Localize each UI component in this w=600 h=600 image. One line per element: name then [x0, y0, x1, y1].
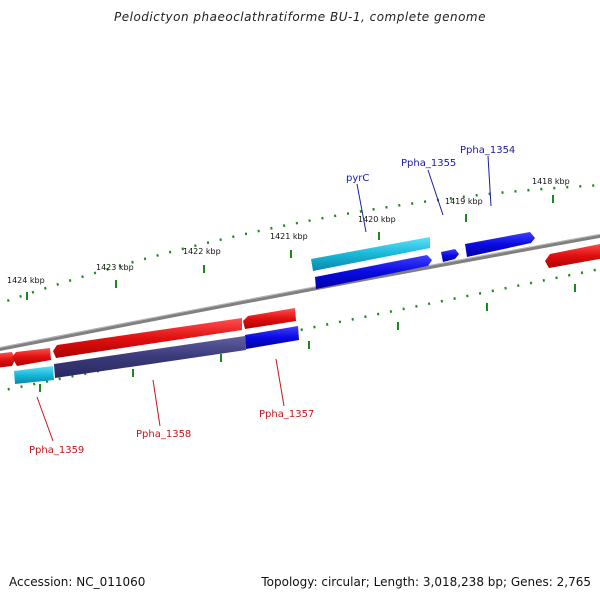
leader-pyrC: [356, 183, 367, 233]
gene-ppha-1359-rna[interactable]: [14, 366, 54, 384]
gene-ppha-1357-blue[interactable]: [245, 326, 299, 349]
genome-title: Pelodictyon phaeoclathratiforme BU-1, co…: [113, 10, 486, 24]
gene-left-edge-red[interactable]: [0, 352, 15, 368]
leader-ppha-1355: [427, 169, 444, 216]
kbp-label-1420: 1420 kbp: [358, 215, 396, 224]
label-pyrC: pyrC: [346, 173, 369, 184]
kbp-label-1424: 1424 kbp: [7, 276, 45, 285]
kbp-label-1422: 1422 kbp: [183, 247, 221, 256]
inner-major-ticks: [39, 284, 576, 392]
leader-ppha-1358: [152, 379, 161, 427]
label-ppha-1355: Ppha_1355: [401, 158, 456, 169]
gene-ppha-1354[interactable]: [465, 232, 535, 257]
label-ppha-1354: Ppha_1354: [460, 145, 515, 156]
leader-ppha-1359: [36, 396, 54, 442]
kbp-label-1423: 1423 kbp: [96, 263, 134, 272]
gene-pyrC-rna[interactable]: [311, 237, 430, 271]
genome-summary-text: Topology: circular; Length: 3,018,238 bp…: [261, 575, 591, 589]
gene-ppha-1358-cds[interactable]: [53, 318, 242, 358]
label-ppha-1357: Ppha_1357: [259, 409, 314, 420]
gene-ppha-1359-cds[interactable]: [12, 348, 51, 366]
label-ppha-1359: Ppha_1359: [29, 445, 84, 456]
gene-ppha-1358-dark[interactable]: [54, 336, 246, 378]
gene-pyrC-cds[interactable]: [315, 255, 432, 289]
label-ppha-1358: Ppha_1358: [136, 429, 191, 440]
kbp-label-1418: 1418 kbp: [532, 177, 570, 186]
kbp-label-1419: 1419 kbp: [445, 197, 483, 206]
gene-ppha-1355[interactable]: [441, 249, 459, 262]
kbp-label-1421: 1421 kbp: [270, 232, 308, 241]
gene-right-edge-red[interactable]: [545, 243, 600, 268]
leader-ppha-1354: [487, 155, 492, 207]
accession-text: Accession: NC_011060: [9, 575, 146, 589]
gene-ppha-1357-cds[interactable]: [243, 308, 296, 329]
leader-ppha-1357: [275, 358, 285, 407]
outer-major-ticks: [26, 195, 554, 300]
genome-backbone: [0, 233, 600, 352]
